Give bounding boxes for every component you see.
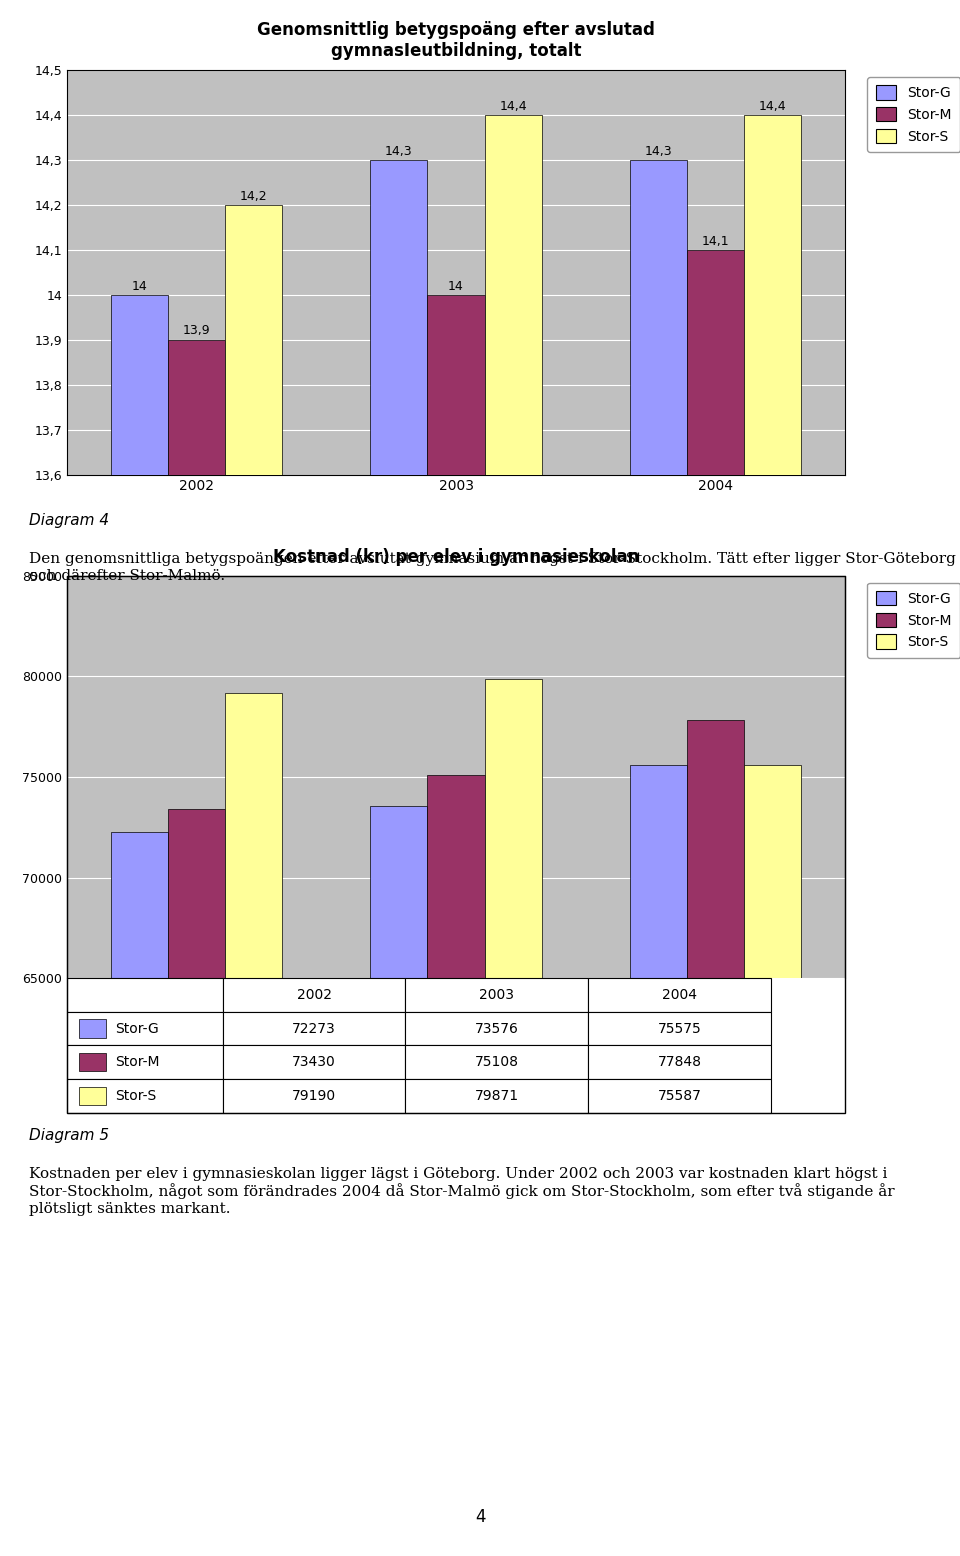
Text: 77848: 77848 — [658, 1055, 702, 1069]
Title: Genomsnittlig betygspoäng efter avslutad
gymnasIeutbildning, totalt: Genomsnittlig betygspoäng efter avslutad… — [257, 22, 655, 61]
Text: 75575: 75575 — [658, 1022, 702, 1036]
Text: 14,2: 14,2 — [240, 190, 268, 202]
Bar — [168, 809, 226, 1556]
Title: Kostnad (kr) per elev i gymnasieskolan: Kostnad (kr) per elev i gymnasieskolan — [273, 548, 639, 566]
Bar — [744, 766, 801, 1556]
Bar — [744, 115, 801, 1556]
Bar — [485, 678, 541, 1556]
Text: 14: 14 — [448, 280, 464, 293]
Bar — [111, 832, 168, 1556]
Text: 79190: 79190 — [292, 1089, 336, 1103]
Text: 73576: 73576 — [475, 1022, 518, 1036]
Text: 75108: 75108 — [475, 1055, 518, 1069]
Bar — [630, 766, 686, 1556]
Bar — [405, 1011, 588, 1046]
Text: 14,1: 14,1 — [702, 235, 729, 247]
Bar — [67, 979, 223, 1011]
Bar — [686, 251, 744, 1556]
Text: 14: 14 — [132, 280, 148, 293]
Bar — [223, 979, 405, 1011]
Bar — [79, 1019, 107, 1038]
Text: 2004: 2004 — [662, 988, 697, 1002]
Text: 14,3: 14,3 — [385, 145, 413, 157]
Bar — [405, 1078, 588, 1113]
Bar — [588, 1011, 771, 1046]
Text: 73430: 73430 — [292, 1055, 336, 1069]
Text: Diagram 4: Diagram 4 — [29, 513, 108, 529]
Legend: Stor-G, Stor-M, Stor-S: Stor-G, Stor-M, Stor-S — [867, 582, 960, 658]
Bar — [111, 294, 168, 1556]
Text: 2003: 2003 — [479, 988, 515, 1002]
Bar — [588, 1078, 771, 1113]
Bar — [223, 1011, 405, 1046]
Text: 2002: 2002 — [297, 988, 331, 1002]
Text: 14,3: 14,3 — [644, 145, 672, 157]
Text: Den genomsnittliga betygspoängen efter avslutat gymnasium är högst i Stor-Stockh: Den genomsnittliga betygspoängen efter a… — [29, 552, 955, 582]
Bar — [371, 160, 427, 1556]
Bar — [79, 1053, 107, 1072]
Bar — [79, 1086, 107, 1105]
Text: 79871: 79871 — [475, 1089, 519, 1103]
Text: 4: 4 — [475, 1508, 485, 1526]
Bar — [630, 160, 686, 1556]
Bar — [223, 1078, 405, 1113]
Bar — [588, 1046, 771, 1078]
Text: 14,4: 14,4 — [758, 100, 786, 112]
Legend: Stor-G, Stor-M, Stor-S: Stor-G, Stor-M, Stor-S — [867, 76, 960, 152]
Bar — [686, 720, 744, 1556]
Text: Kostnaden per elev i gymnasieskolan ligger lägst i Göteborg. Under 2002 och 2003: Kostnaden per elev i gymnasieskolan ligg… — [29, 1167, 895, 1215]
Bar — [371, 806, 427, 1556]
Bar — [485, 115, 541, 1556]
Bar — [427, 294, 485, 1556]
Bar — [67, 1046, 223, 1078]
Bar — [67, 1011, 223, 1046]
Bar — [168, 339, 226, 1556]
Text: Diagram 5: Diagram 5 — [29, 1128, 108, 1144]
Text: 14,4: 14,4 — [499, 100, 527, 112]
Bar — [223, 1046, 405, 1078]
Bar — [405, 1046, 588, 1078]
Bar — [588, 979, 771, 1011]
Bar — [427, 775, 485, 1556]
Bar — [226, 692, 282, 1556]
Text: Stor-S: Stor-S — [115, 1089, 156, 1103]
Text: 72273: 72273 — [292, 1022, 336, 1036]
Text: 13,9: 13,9 — [183, 325, 210, 338]
Text: Stor-M: Stor-M — [115, 1055, 160, 1069]
Text: Stor-G: Stor-G — [115, 1022, 159, 1036]
Bar — [226, 205, 282, 1556]
Bar — [67, 1078, 223, 1113]
Text: 75587: 75587 — [658, 1089, 702, 1103]
Bar — [405, 979, 588, 1011]
